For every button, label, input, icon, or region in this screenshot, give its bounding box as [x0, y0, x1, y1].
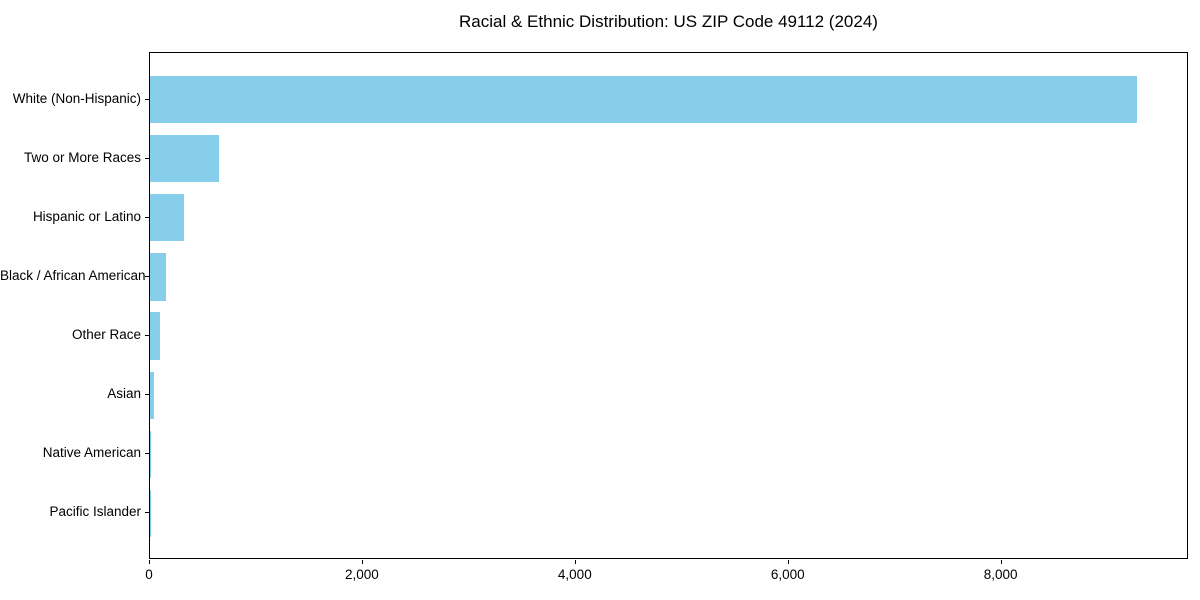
x-tick-label: 2,000	[345, 567, 379, 582]
x-tick-label: 0	[145, 567, 153, 582]
x-tick-mark	[575, 560, 576, 564]
x-tick-mark	[362, 560, 363, 564]
x-tick-mark	[1001, 560, 1002, 564]
x-tick-mark	[788, 560, 789, 564]
x-tick-label: 8,000	[983, 567, 1018, 582]
y-tick-label: Asian	[107, 386, 141, 402]
x-tick-label: 6,000	[770, 567, 805, 582]
y-tick-mark	[145, 158, 149, 159]
y-tick-mark	[145, 453, 149, 454]
y-tick-label: Other Race	[71, 327, 141, 343]
y-tick-mark	[145, 276, 149, 277]
bar-black-african-american	[150, 253, 166, 301]
y-tick-mark	[145, 335, 149, 336]
y-tick-label: Black / African American	[0, 267, 146, 283]
chart-title: Racial & Ethnic Distribution: US ZIP Cod…	[459, 12, 878, 31]
x-tick-label: 4,000	[557, 567, 592, 582]
y-tick-label: Pacific Islander	[49, 504, 141, 520]
y-tick-label: White (Non-Hispanic)	[12, 90, 141, 106]
bar-native-american	[150, 430, 152, 478]
plot-area	[149, 52, 1188, 559]
y-tick-mark	[145, 217, 149, 218]
y-tick-mark	[145, 394, 149, 395]
bar-other-race	[150, 312, 161, 360]
y-tick-mark	[145, 99, 149, 100]
bar-white-non-hispanic	[150, 76, 1137, 124]
y-tick-label: Hispanic or Latino	[32, 208, 141, 224]
x-tick-mark	[149, 560, 150, 564]
bar-hispanic-or-latino	[150, 194, 185, 242]
y-tick-label: Two or More Races	[23, 149, 141, 165]
y-tick-label: Native American	[42, 445, 141, 461]
y-tick-mark	[145, 512, 149, 513]
bar-asian	[150, 371, 154, 419]
bar-two-or-more-races	[150, 135, 220, 183]
